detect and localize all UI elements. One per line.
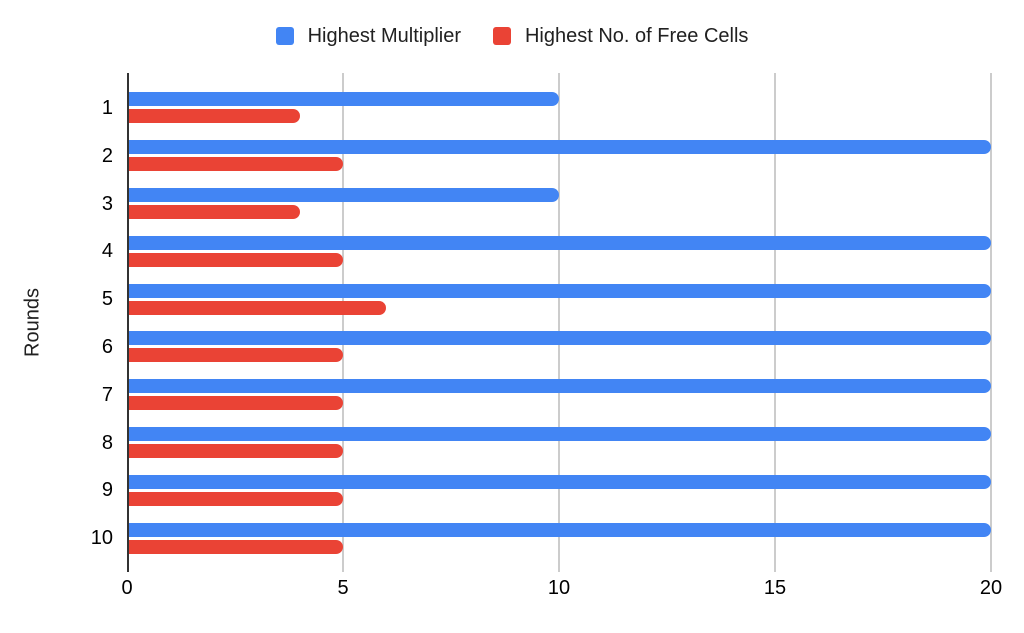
legend-swatch-blue-icon — [275, 27, 294, 45]
y-tick-label-3: 3 — [101, 192, 113, 215]
bar-highest-multiplier-round-2 — [127, 140, 991, 155]
x-tick-label-20: 20 — [979, 577, 1003, 599]
bar-highest-free-cells-round-4 — [127, 252, 343, 267]
bar-highest-free-cells-round-7 — [127, 396, 343, 411]
y-tick-label-7: 7 — [101, 383, 113, 406]
bar-highest-multiplier-round-9 — [127, 474, 991, 489]
y-axis-baseline — [127, 73, 129, 572]
y-tick-label-10: 10 — [90, 527, 113, 550]
chart-legend: Highest Multiplier Highest No. of Free C… — [0, 25, 1024, 47]
bar-highest-free-cells-round-8 — [127, 444, 343, 458]
bar-highest-multiplier-round-4 — [127, 235, 991, 250]
bar-highest-multiplier-round-3 — [127, 188, 559, 202]
legend-label-highest-multiplier: Highest Multiplier — [307, 25, 461, 47]
legend-label-highest-free-cells: Highest No. of Free Cells — [524, 25, 749, 47]
gridline-x-20 — [990, 73, 992, 572]
bar-highest-free-cells-round-1 — [127, 109, 300, 124]
bar-highest-multiplier-round-1 — [127, 92, 559, 107]
x-tick-label-10: 10 — [547, 577, 571, 599]
bar-highest-multiplier-round-8 — [127, 427, 991, 441]
y-tick-label-8: 8 — [101, 431, 113, 454]
bar-highest-free-cells-round-5 — [127, 300, 387, 315]
bar-highest-multiplier-round-10 — [127, 522, 991, 537]
y-tick-label-9: 9 — [101, 479, 113, 502]
gridline-x-10 — [558, 73, 560, 572]
x-tick-label-15: 15 — [763, 577, 787, 599]
bar-highest-free-cells-round-10 — [127, 539, 343, 554]
gridline-x-15 — [774, 73, 776, 572]
bar-highest-multiplier-round-6 — [127, 331, 991, 346]
legend-item-highest-free-cells: Highest No. of Free Cells — [492, 25, 749, 47]
bar-highest-multiplier-round-7 — [127, 379, 991, 394]
bar-highest-multiplier-round-5 — [127, 283, 991, 298]
y-tick-label-2: 2 — [101, 144, 113, 167]
legend-item-highest-multiplier: Highest Multiplier — [275, 25, 461, 47]
bar-highest-free-cells-round-2 — [127, 157, 343, 172]
x-tick-label-5: 5 — [337, 577, 349, 599]
y-tick-label-6: 6 — [101, 335, 113, 358]
bar-highest-free-cells-round-9 — [127, 491, 343, 506]
legend-swatch-red-icon — [492, 27, 511, 45]
gridline-x-5 — [342, 73, 344, 572]
bar-highest-free-cells-round-6 — [127, 348, 343, 363]
y-tick-label-5: 5 — [101, 288, 113, 311]
bar-highest-free-cells-round-3 — [127, 205, 300, 219]
plot-area — [127, 73, 992, 572]
y-tick-label-1: 1 — [101, 96, 113, 119]
x-tick-label-0: 0 — [121, 577, 133, 599]
y-tick-label-4: 4 — [101, 240, 113, 263]
